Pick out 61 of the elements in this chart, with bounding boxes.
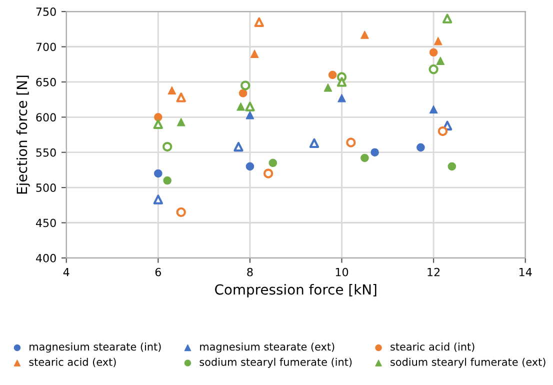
point xyxy=(254,17,264,27)
y-tick-label: 450 xyxy=(36,218,56,228)
point xyxy=(238,89,248,98)
legend-label: stearic acid (ext) xyxy=(29,358,116,368)
point xyxy=(240,80,250,90)
legend-label: stearic acid (int) xyxy=(390,342,474,352)
legend-label: magnesium stearate (ext) xyxy=(200,342,334,353)
point xyxy=(168,86,176,95)
point xyxy=(250,50,259,58)
point xyxy=(442,14,452,24)
point xyxy=(448,162,456,171)
point xyxy=(163,176,172,185)
x-tick-label: 4 xyxy=(63,268,70,276)
y-tick-label: 400 xyxy=(36,254,56,262)
point xyxy=(434,36,442,46)
point xyxy=(236,102,245,111)
point xyxy=(436,56,445,65)
point xyxy=(162,142,172,152)
point xyxy=(309,138,320,148)
y-tick-label: 700 xyxy=(36,42,56,52)
point xyxy=(246,162,254,171)
point xyxy=(268,158,278,168)
x-tick-label: 14 xyxy=(520,268,532,276)
point xyxy=(154,169,162,178)
point xyxy=(263,168,274,178)
point xyxy=(346,138,356,148)
point xyxy=(176,207,186,218)
point xyxy=(153,194,164,204)
point xyxy=(234,142,244,152)
x-tick-label: 10 xyxy=(336,268,348,276)
point xyxy=(360,30,369,39)
point xyxy=(429,105,438,114)
point xyxy=(324,83,332,92)
legend-label: sodium stearyl fumerate (int) xyxy=(200,358,352,368)
y-tick-label: 550 xyxy=(36,148,56,157)
y-tick-label: 500 xyxy=(36,184,56,192)
legend-label: magnesium stearate (int) xyxy=(30,342,161,353)
point xyxy=(336,77,347,87)
point xyxy=(370,148,379,157)
y-tick-label: 750 xyxy=(36,8,56,16)
point xyxy=(438,126,448,136)
x-tick-label: 8 xyxy=(247,268,253,276)
legend-label: sodium stearyl fumerate (ext) xyxy=(390,358,546,368)
x-tick-label: 12 xyxy=(428,268,440,276)
point xyxy=(154,112,162,122)
point xyxy=(416,143,425,152)
point xyxy=(328,70,337,80)
point xyxy=(176,92,186,102)
x-tick-label: 6 xyxy=(155,268,161,276)
y-axis-title: Ejection force [N] xyxy=(16,76,30,194)
point xyxy=(176,118,186,126)
point xyxy=(245,102,255,112)
point xyxy=(153,119,164,130)
x-axis-title: Compression force [kN] xyxy=(215,284,376,298)
point xyxy=(246,110,254,120)
y-tick-label: 650 xyxy=(36,78,56,86)
point xyxy=(428,64,438,74)
point xyxy=(360,154,369,162)
point xyxy=(338,94,346,102)
y-tick-label: 600 xyxy=(36,113,56,122)
point xyxy=(429,48,438,57)
